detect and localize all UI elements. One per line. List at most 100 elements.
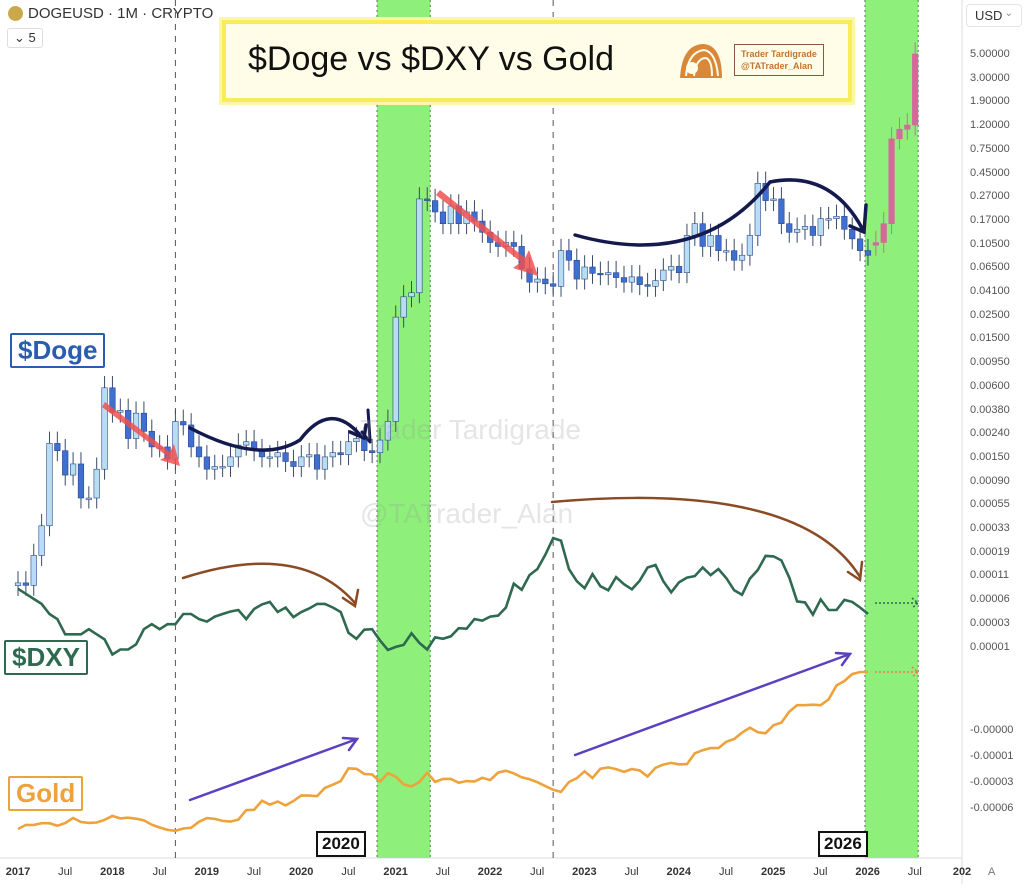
symbol-header[interactable]: DOGEUSD · 1M · CRYPTO [8,5,213,22]
candle-body [313,454,321,470]
price-tick-label: 0.06500 [970,261,1010,274]
candle-body [227,456,234,467]
year-2020-label: 2020 [316,831,366,857]
candle-body [69,463,77,476]
auto-scale-button[interactable]: A [988,866,996,878]
gold-line [17,670,868,833]
candle-body [683,235,691,273]
red-down-arrow [436,190,538,276]
candle-body [912,53,919,126]
currency-select[interactable]: USD ⌄ [966,4,1022,27]
navy-curve-arrow-head [348,423,368,441]
price-tick-label: 0.00011 [970,569,1009,582]
candle-body [770,198,777,201]
navy-curve-arrow [188,417,362,452]
candle-body [243,441,250,446]
navy-arc-arrow-head [848,203,868,235]
price-tick-label: 0.00006 [970,593,1010,606]
candle-body [117,410,124,413]
price-tick-label: 0.00001 [970,640,1010,653]
price-tick-label: 0.00055 [970,498,1010,511]
candle-body [235,444,242,458]
price-tick-label: 0.00380 [970,403,1010,416]
symbol-label: DOGEUSD · 1M · CRYPTO [28,5,214,22]
title-banner: $Doge vs $DXY vs Gold Trader Tardigrade @… [222,20,852,102]
price-tick-label: -0.00000 [970,724,1014,736]
candle-body [14,582,22,586]
price-tick-label: 0.04100 [970,285,1010,297]
candle-body [424,198,431,201]
watermark-name: Trader Tardigrade [360,414,582,445]
candle-body [597,273,604,276]
price-tick-label: 5.00000 [970,48,1010,60]
candle-body [408,292,415,298]
candle-body [195,446,203,458]
brand-handle: @TATrader_Alan [741,61,813,71]
brand-name: Trader Tardigrade [741,49,817,59]
time-tick-label: 2017 [5,866,31,878]
price-tick-label: 0.45000 [970,166,1010,179]
candle-body [738,254,746,261]
candle-body [731,250,738,261]
price-tick-label: 1.90000 [970,95,1010,108]
candle-body [707,235,714,247]
candle-body [22,582,29,586]
currency-value: USD [975,8,1003,23]
price-tick-label: 0.00240 [970,427,1010,440]
brown-arc-arrow [550,496,862,579]
candle-body [644,284,651,287]
candle-body [849,228,856,240]
candle-body [565,250,572,261]
time-tick-label: 2024 [666,866,692,878]
candle-body [298,456,305,467]
brand-tag: Trader Tardigrade @TATrader_Alan [734,44,824,76]
candle-body [573,259,580,280]
candle-body [652,280,659,287]
candle-body [290,461,297,467]
candle-body [809,226,816,236]
dxy-line [17,536,869,657]
time-tick-label: Jul [624,866,639,878]
time-tick-label: Jul [907,866,922,878]
brown-arc-arrow-head [341,588,360,609]
candle-body [864,250,872,256]
candle-body [30,555,37,586]
candle-body [817,218,824,236]
navy-tick-head [360,430,372,444]
chart-title: $Doge vs $DXY vs Gold [248,40,614,78]
doge-coin-icon [8,6,23,21]
candle-body [266,456,273,459]
price-tick-label: 0.00150 [970,450,1010,463]
candle-body [439,211,447,225]
time-tick-label: 2026 [855,866,880,878]
price-tick-label: -0.00001 [970,750,1014,762]
time-tick-label: Jul [530,866,545,878]
doge-label: $Doge [10,333,106,368]
candle-body [825,218,832,221]
candle-body [400,296,407,318]
candle-body [613,272,620,278]
candle-body [628,276,635,283]
candle-body [534,278,541,283]
candle-body [778,198,785,225]
time-tick-label: Jul [718,866,734,878]
candle-body [392,316,399,422]
indicator-toggle[interactable]: ⌄ 5 [7,28,43,48]
price-tick-label: 0.01500 [970,332,1010,345]
candle-body [376,439,384,453]
price-tick-label: 0.27000 [970,190,1010,203]
candle-body [101,387,108,470]
time-tick-label: Jul [341,866,356,878]
price-tick-label: 0.00600 [970,379,1010,392]
price-tick-label: 3.00000 [970,71,1010,84]
price-tick-label: 0.02500 [970,308,1010,321]
time-tick-label: 2020 [288,866,314,878]
candle-body [620,277,628,283]
purple-up-arrow [573,652,852,757]
navy-arc-arrow [573,178,864,247]
candle-body [85,497,92,500]
chevron-down-icon: ⌄ [1004,8,1013,19]
candle-body [188,424,195,448]
time-tick-label: 202 [952,866,972,878]
